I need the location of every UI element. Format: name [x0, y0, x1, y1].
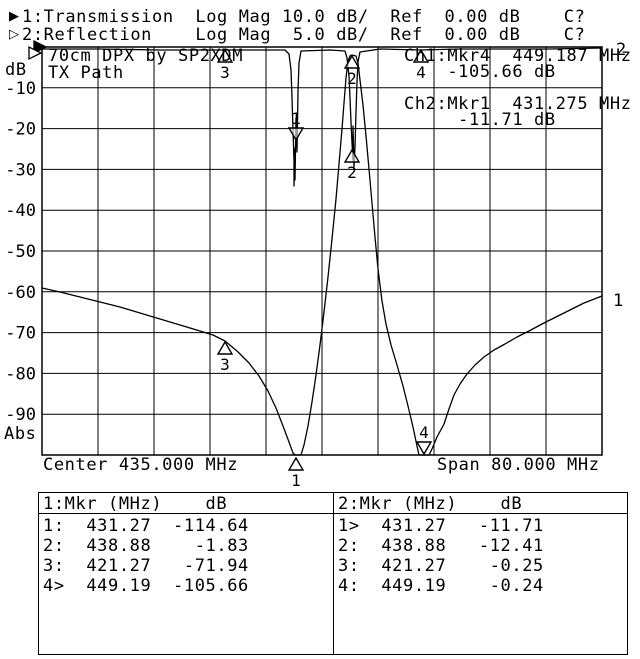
ch1-header-line: 1:Transmission Log Mag 10.0 dB/ Ref 0.00…: [22, 7, 586, 27]
ch1-ref-arrow-icon: [33, 39, 48, 55]
y-tick-label: -20: [5, 120, 36, 140]
marker-table2-rows: 1> 431.27 -11.71 2: 438.88 -12.41 3: 421.2…: [338, 516, 544, 596]
ch1-active-arrow-icon: ▶: [9, 9, 19, 24]
trace-transmission: [41, 54, 603, 456]
marker-table1-header: 1:Mkr (MHz) dB: [43, 494, 228, 514]
span-label: Span 80.000 MHz: [437, 455, 600, 475]
marker-1-3-triangle-icon: [216, 340, 234, 355]
y-tick-label: -70: [5, 324, 36, 344]
y-tick-label: -60: [5, 283, 36, 303]
marker-table-row: 2: 438.88 -12.41: [338, 536, 544, 556]
marker-table1-rows: 1: 431.27 -114.64 2: 438.88 -1.83 3: 421.2…: [43, 516, 249, 596]
marker-table2-header: 2:Mkr (MHz) dB: [338, 494, 523, 514]
marker-2-3-triangle-icon: [216, 48, 234, 63]
marker-table-row: 1> 431.27 -11.71: [338, 516, 544, 536]
grid-border: [41, 46, 603, 456]
center-frequency-label: Center 435.000 MHz: [43, 455, 239, 475]
y-tick-label: -40: [5, 201, 36, 221]
y-axis-abs-label: Abs: [4, 424, 37, 444]
marker-table-row: 3: 421.27 -71.94: [43, 556, 249, 576]
marker-2-1-triangle-icon: [287, 127, 305, 142]
marker-table-row: 4: 449.19 -0.24: [338, 576, 544, 596]
marker-2-2-label: 2: [347, 163, 357, 182]
marker-table-row: 2: 438.88 -1.83: [43, 536, 249, 556]
ch1-marker-readout-line2: -105.66 dB: [404, 62, 556, 82]
y-tick-label: -80: [5, 364, 36, 384]
marker-table-row: 3: 421.27 -0.25: [338, 556, 544, 576]
trace-id-label: 2: [616, 40, 626, 60]
marker-1-4-triangle-icon: [415, 441, 433, 456]
marker-2-2-triangle-icon: [343, 148, 361, 163]
marker-2-4-triangle-icon: [412, 48, 430, 63]
marker-1-3-label: 3: [220, 355, 230, 374]
ch2-marker-readout-line1: Ch2:Mkr1 431.275 MHz: [404, 94, 632, 114]
y-axis-unit-label: dB: [5, 60, 27, 80]
y-tick-label: -90: [5, 405, 36, 425]
marker-1-4-label: 4: [419, 423, 429, 442]
marker-1-2-label: 2: [347, 69, 357, 88]
y-tick-label: -10: [5, 79, 36, 99]
trace-title-line2: TX Path: [48, 63, 124, 83]
marker-1-2-triangle-icon: [343, 54, 361, 69]
marker-table-row: 1: 431.27 -114.64: [43, 516, 249, 536]
ch1-marker-readout-line1: Ch1:Mkr4 449.187 MHz: [404, 46, 632, 66]
ch2-header-line: 2:Reflection Log Mag 5.0 dB/ Ref 0.00 dB…: [22, 25, 586, 45]
marker-1-1-triangle-icon: [287, 456, 305, 471]
marker-tables-divider: [333, 492, 334, 655]
trace-id-label: 1: [613, 291, 623, 311]
marker-table-row: 4> 449.19 -105.66: [43, 576, 249, 596]
y-tick-label: -30: [5, 160, 36, 180]
ch2-active-arrow-icon: ▷: [9, 27, 19, 42]
marker-2-3-label: 3: [220, 63, 230, 82]
marker-tables-header-rule: [38, 513, 628, 514]
ch2-marker-readout-line2: -11.71 dB: [404, 110, 556, 130]
marker-2-1-label: 1: [291, 109, 301, 128]
marker-1-1-label: 1: [291, 471, 301, 490]
y-tick-label: -50: [5, 242, 36, 262]
trace-title-line1: 70cm DPX by SP2XDM: [48, 46, 244, 66]
ch2-ref-arrow-icon: [28, 45, 43, 61]
marker-2-4-label: 4: [416, 63, 426, 82]
trace-reflection: [42, 47, 603, 187]
